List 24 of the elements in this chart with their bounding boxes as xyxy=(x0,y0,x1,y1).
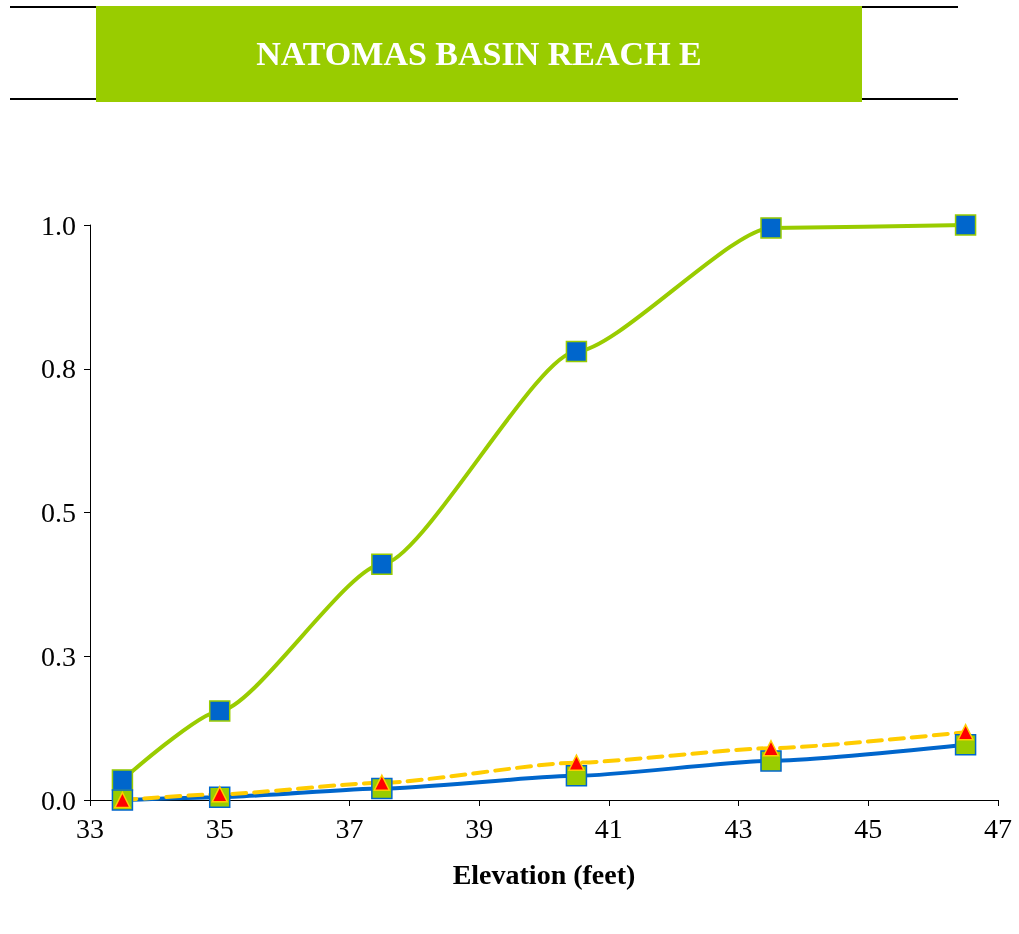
point xyxy=(565,340,588,363)
y-tick-label: 0.3 xyxy=(41,640,76,672)
y-tick-label: 0.0 xyxy=(41,784,76,816)
point xyxy=(111,769,134,791)
x-tick-label: 45 xyxy=(854,812,883,844)
point xyxy=(371,553,393,575)
point xyxy=(954,214,977,236)
y-tick-label: 1.0 xyxy=(41,209,76,241)
x-axis-title: Elevation (feet) xyxy=(452,858,636,890)
y-tick-label: 0.5 xyxy=(41,497,76,528)
point xyxy=(957,723,974,741)
x-tick-label: 35 xyxy=(205,812,234,844)
x-tick-label: 33 xyxy=(76,812,104,844)
point xyxy=(760,217,782,239)
x-tick-label: 43 xyxy=(724,812,753,844)
point xyxy=(208,700,231,722)
x-tick-label: 41 xyxy=(594,812,623,844)
point xyxy=(762,740,780,757)
x-tick-label: 47 xyxy=(984,812,1012,844)
x-tick-label: 37 xyxy=(335,812,364,844)
chart-title: NATOMAS BASIN REACH E xyxy=(96,6,862,102)
x-tick-label: 39 xyxy=(465,812,494,844)
point xyxy=(568,754,585,771)
y-tick-label: 0.8 xyxy=(41,353,76,385)
